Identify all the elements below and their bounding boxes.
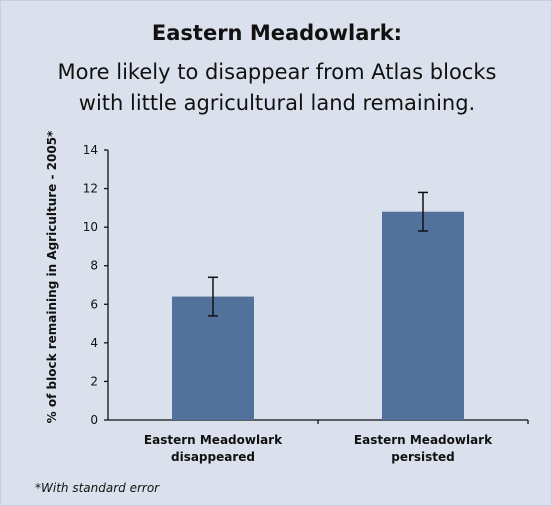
footnote: *With standard error [35, 481, 160, 495]
y-tick-label: 8 [90, 259, 98, 273]
x-tick-label: disappeared [171, 450, 255, 464]
x-tick-label: persisted [391, 450, 455, 464]
y-axis-label: % of block remaining in Agriculture - 20… [45, 130, 59, 423]
y-tick-label: 14 [83, 143, 98, 157]
y-tick-label: 6 [90, 297, 98, 311]
y-tick-label: 12 [83, 182, 98, 196]
y-tick-label: 0 [90, 413, 98, 427]
x-tick-label: Eastern Meadowlark [144, 433, 283, 447]
chart-title: Eastern Meadowlark: [151, 21, 403, 45]
chart-subtitle: More likely to disappear from Atlas bloc… [57, 60, 497, 115]
y-tick-label: 10 [83, 220, 98, 234]
x-tick-label: Eastern Meadowlark [354, 433, 493, 447]
bar [382, 211, 464, 420]
bar [172, 296, 254, 420]
y-tick-label: 4 [90, 336, 98, 350]
y-tick-label: 2 [90, 374, 98, 388]
